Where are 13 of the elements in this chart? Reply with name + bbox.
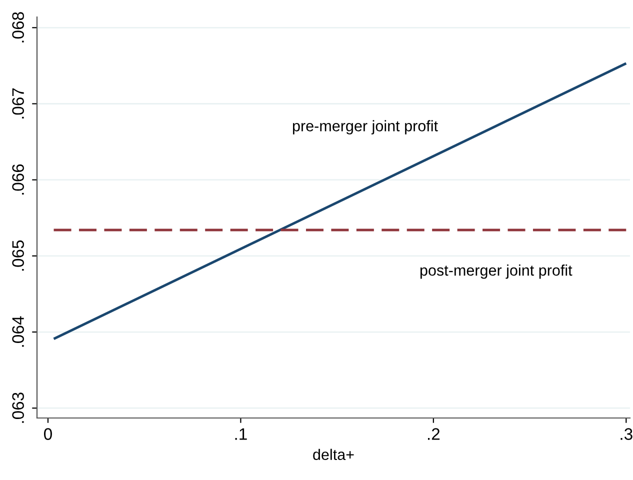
text: post-merger joint profit <box>420 264 572 279</box>
x-tick-label: .2 <box>428 428 440 440</box>
y-tick-label: .065 <box>12 240 24 271</box>
x-tick-label: 0 <box>44 428 52 440</box>
y-tick-label: .067 <box>12 88 24 118</box>
series-label: pre-merger joint profit <box>292 120 438 134</box>
y-tick-label: .063 <box>12 392 24 423</box>
y-tick-label: .068 <box>12 12 24 42</box>
x-tick-label: .3 <box>620 428 632 440</box>
y-tick-label: .064 <box>12 316 24 347</box>
x-axis-title: delta+ <box>313 448 354 460</box>
y-tick-label: .066 <box>12 164 24 195</box>
x-tick-label: .1 <box>235 428 247 440</box>
